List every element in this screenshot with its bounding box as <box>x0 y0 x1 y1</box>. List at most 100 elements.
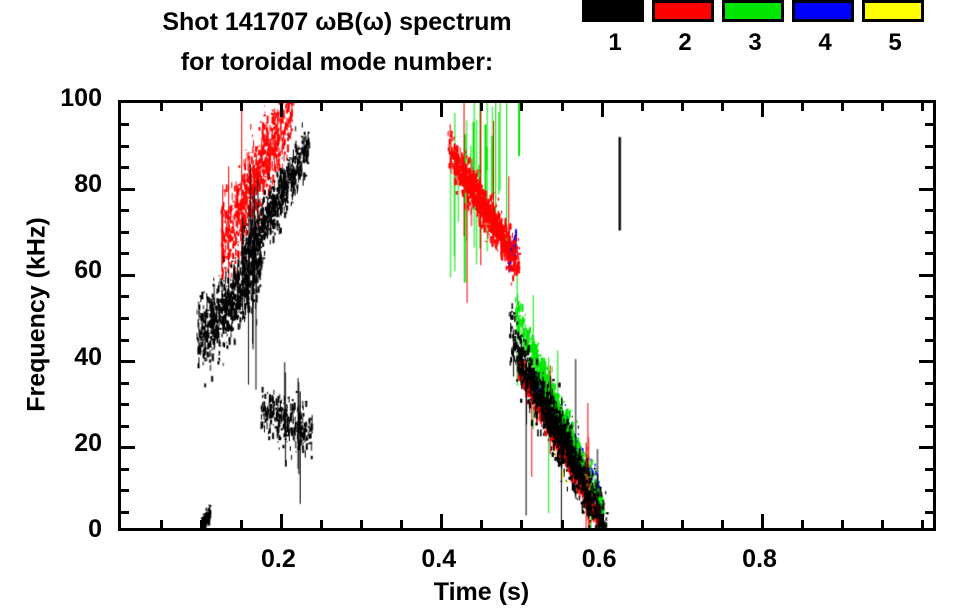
y-tick <box>919 360 933 364</box>
legend-swatch-1 <box>582 0 644 22</box>
y-tick <box>121 123 129 127</box>
y-tick <box>925 295 933 299</box>
y-tick <box>121 381 129 385</box>
x-tick <box>520 520 524 528</box>
legend-label-2: 2 <box>678 29 692 56</box>
y-tick <box>121 230 129 234</box>
x-tick <box>560 103 564 111</box>
x-tick <box>480 520 484 528</box>
y-tick <box>121 403 129 407</box>
y-tick <box>925 424 933 428</box>
y-tick <box>121 467 129 471</box>
x-tick <box>841 103 845 111</box>
legend-item-3[interactable]: 3 <box>722 0 788 56</box>
x-tick <box>881 520 885 528</box>
x-tick <box>921 520 925 528</box>
legend-label-5: 5 <box>888 29 902 56</box>
y-tick <box>919 273 933 277</box>
y-tick <box>121 424 129 428</box>
legend-item-2[interactable]: 2 <box>652 0 718 56</box>
y-axis-title: Frequency (kHz) <box>22 217 51 412</box>
y-tick <box>925 510 933 514</box>
x-axis-title: Time (s) <box>433 578 530 606</box>
legend: 1 2 3 4 5 <box>575 0 955 92</box>
x-tick-label: 0.2 <box>261 545 296 573</box>
y-tick <box>925 230 933 234</box>
x-tick <box>279 514 283 528</box>
x-tick <box>640 520 644 528</box>
x-tick-label: 0.4 <box>421 545 457 573</box>
legend-swatch-4 <box>792 0 854 22</box>
x-tick <box>360 520 364 528</box>
x-tick <box>640 103 644 111</box>
y-tick-label: 80 <box>74 170 102 199</box>
x-tick <box>761 514 765 528</box>
plot-area <box>118 100 936 531</box>
legend-swatch-3 <box>722 0 784 22</box>
legend-item-1[interactable]: 1 <box>582 0 648 56</box>
x-tick <box>720 103 724 111</box>
y-tick <box>925 252 933 256</box>
x-tick <box>400 103 404 111</box>
x-tick <box>239 520 243 528</box>
legend-swatch-5 <box>862 0 924 22</box>
y-tick <box>121 144 129 148</box>
legend-label-3: 3 <box>748 29 762 56</box>
y-tick <box>121 252 129 256</box>
x-tick <box>841 520 845 528</box>
y-tick <box>121 446 135 450</box>
spectrogram-canvas <box>121 103 933 528</box>
y-tick <box>121 510 129 514</box>
y-tick <box>925 338 933 342</box>
x-tick <box>319 103 323 111</box>
y-tick <box>925 123 933 127</box>
y-tick-label: 40 <box>74 342 102 371</box>
x-tick <box>239 103 243 111</box>
x-tick <box>921 103 925 111</box>
y-tick <box>919 446 933 450</box>
y-tick <box>121 489 129 493</box>
x-tick <box>199 103 203 111</box>
y-tick-label: 20 <box>74 428 102 457</box>
x-tick <box>881 103 885 111</box>
y-tick <box>925 209 933 213</box>
legend-item-5[interactable]: 5 <box>862 0 928 56</box>
y-tick <box>121 295 129 299</box>
legend-item-4[interactable]: 4 <box>792 0 858 56</box>
y-tick <box>925 467 933 471</box>
x-tick <box>440 103 444 117</box>
figure-title-line-1: Shot 141707 ωB(ω) spectrum <box>162 8 512 36</box>
legend-label-1: 1 <box>608 29 622 56</box>
x-tick <box>680 103 684 111</box>
x-tick <box>761 103 765 117</box>
x-tick <box>159 103 163 111</box>
x-tick <box>520 103 524 111</box>
x-tick <box>801 103 805 111</box>
y-tick <box>925 381 933 385</box>
x-tick <box>560 520 564 528</box>
x-tick <box>360 103 364 111</box>
x-tick <box>440 514 444 528</box>
x-tick <box>600 514 604 528</box>
x-tick <box>720 520 724 528</box>
y-tick-label: 100 <box>60 84 102 112</box>
y-tick <box>925 144 933 148</box>
x-tick <box>279 103 283 117</box>
y-tick <box>925 166 933 170</box>
y-tick <box>925 403 933 407</box>
figure-title-line-2: for toroidal mode number: <box>180 48 494 76</box>
x-tick <box>600 103 604 117</box>
y-tick-label: 0 <box>88 515 102 543</box>
legend-label-4: 4 <box>818 29 832 56</box>
y-tick-label: 60 <box>74 256 102 285</box>
x-tick <box>801 520 805 528</box>
y-tick <box>121 166 129 170</box>
x-tick-label: 0.6 <box>581 545 617 573</box>
y-tick <box>121 338 129 342</box>
x-tick <box>400 520 404 528</box>
x-tick <box>319 520 323 528</box>
x-tick <box>159 520 163 528</box>
y-tick <box>925 317 933 320</box>
y-tick <box>121 317 129 320</box>
